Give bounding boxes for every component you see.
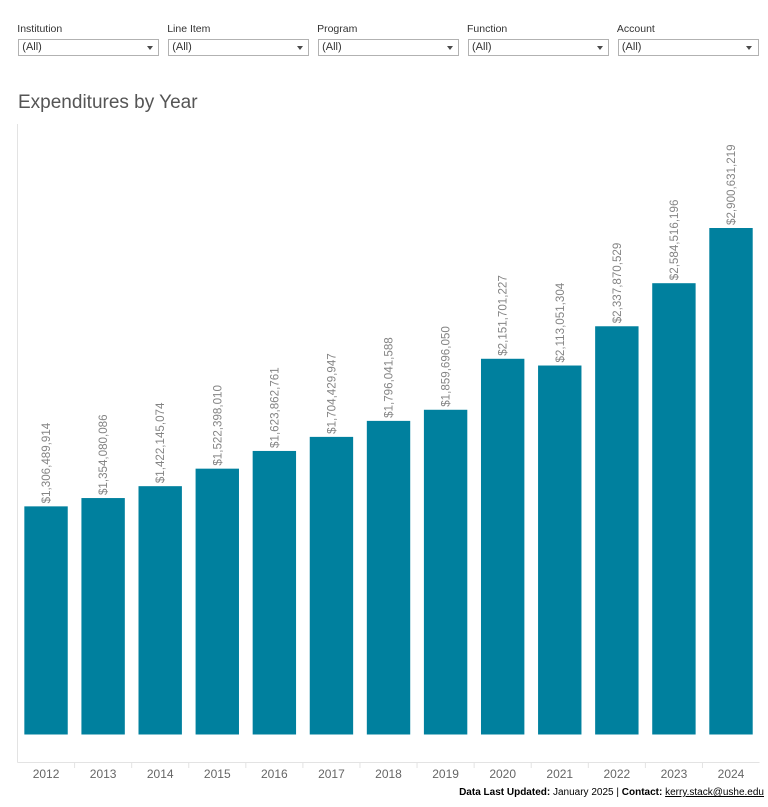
svg-text:$1,306,489,914: $1,306,489,914: [40, 422, 53, 503]
svg-text:$1,522,398,010: $1,522,398,010: [211, 385, 224, 466]
svg-text:2013: 2013: [90, 767, 117, 781]
svg-text:2014: 2014: [147, 767, 174, 781]
svg-text:$1,704,429,947: $1,704,429,947: [325, 353, 338, 434]
svg-text:$2,151,701,227: $2,151,701,227: [497, 275, 510, 356]
svg-text:2020: 2020: [489, 767, 516, 781]
svg-text:2022: 2022: [603, 767, 630, 781]
svg-text:$2,900,631,219: $2,900,631,219: [725, 144, 738, 225]
svg-text:2024: 2024: [718, 767, 745, 781]
svg-text:$1,623,862,761: $1,623,862,761: [268, 367, 281, 448]
svg-text:$1,422,145,074: $1,422,145,074: [154, 402, 167, 483]
svg-text:$1,354,080,086: $1,354,080,086: [97, 414, 110, 495]
svg-text:2012: 2012: [33, 767, 60, 781]
svg-text:2016: 2016: [261, 767, 288, 781]
svg-text:2023: 2023: [661, 767, 688, 781]
svg-text:2018: 2018: [375, 767, 402, 781]
svg-text:2015: 2015: [204, 767, 231, 781]
svg-text:2021: 2021: [546, 767, 573, 781]
svg-text:2017: 2017: [318, 767, 345, 781]
svg-text:2019: 2019: [432, 767, 459, 781]
svg-text:$1,796,041,588: $1,796,041,588: [383, 337, 396, 418]
svg-text:$2,113,051,304: $2,113,051,304: [554, 282, 567, 362]
svg-text:$2,584,516,196: $2,584,516,196: [668, 200, 681, 281]
svg-text:$1,859,696,050: $1,859,696,050: [440, 326, 453, 407]
svg-text:$2,337,870,529: $2,337,870,529: [611, 243, 624, 324]
